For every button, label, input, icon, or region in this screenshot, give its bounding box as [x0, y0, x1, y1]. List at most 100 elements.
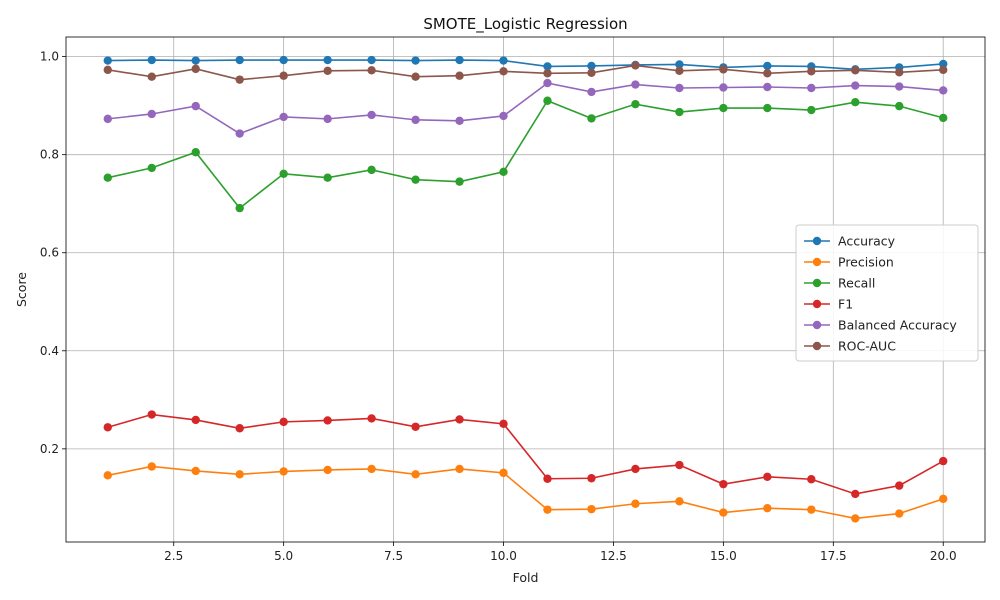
- data-point-balanced-accuracy: [895, 82, 904, 91]
- data-point-f1: [279, 417, 288, 427]
- data-point-f1: [631, 464, 640, 474]
- x-tick-label: 2.5: [164, 549, 183, 563]
- data-point-precision: [807, 505, 816, 514]
- legend-label: F1: [838, 297, 853, 312]
- legend-label: Balanced Accuracy: [838, 318, 957, 333]
- data-point-roc-auc: [235, 75, 244, 84]
- data-point-f1: [235, 424, 244, 433]
- data-point-f1: [719, 479, 728, 489]
- series-line-f1: [107, 413, 944, 495]
- data-point-roc-auc: [455, 71, 464, 80]
- legend-marker: [812, 278, 822, 288]
- series-layer: [103, 55, 948, 523]
- data-point-roc-auc: [323, 66, 332, 76]
- data-point-recall: [543, 96, 552, 105]
- series-line-precision: [107, 465, 944, 520]
- legend-item: ROC-AUC: [804, 339, 896, 354]
- data-point-accuracy: [323, 55, 332, 65]
- data-point-roc-auc: [939, 65, 948, 75]
- data-point-roc-auc: [411, 72, 420, 81]
- series-line-roc-auc: [107, 64, 944, 81]
- data-point-recall: [631, 99, 640, 109]
- data-point-f1: [499, 419, 508, 429]
- data-point-balanced-accuracy: [631, 80, 640, 89]
- data-point-balanced-accuracy: [675, 83, 684, 93]
- data-point-f1: [851, 489, 860, 499]
- data-point-recall: [411, 175, 420, 184]
- data-point-accuracy: [939, 59, 948, 69]
- data-point-recall: [147, 163, 156, 173]
- data-point-f1: [367, 414, 376, 423]
- legend-label: Precision: [838, 255, 894, 270]
- data-point-recall: [499, 167, 508, 177]
- data-point-f1: [147, 410, 156, 419]
- data-point-balanced-accuracy: [719, 83, 728, 92]
- data-point-recall: [895, 101, 904, 111]
- data-point-balanced-accuracy: [851, 81, 860, 90]
- legend-item: Balanced Accuracy: [804, 318, 957, 333]
- data-point-precision: [191, 466, 200, 476]
- y-tick-label: 0.2: [40, 442, 59, 456]
- data-point-f1: [455, 415, 464, 424]
- data-point-recall: [587, 114, 596, 123]
- data-point-precision: [719, 508, 728, 517]
- legend-box: [795, 224, 979, 362]
- data-point-recall: [103, 173, 112, 182]
- data-point-roc-auc: [147, 72, 156, 81]
- x-tick-label: 5.0: [274, 549, 293, 563]
- data-point-f1: [191, 415, 200, 425]
- data-point-recall: [675, 107, 684, 117]
- data-point-f1: [807, 475, 816, 484]
- x-tick-label: 15.0: [710, 549, 737, 563]
- data-point-f1: [543, 474, 552, 483]
- data-point-accuracy: [587, 61, 596, 71]
- x-axis-label: Fold: [513, 570, 539, 585]
- data-point-precision: [235, 470, 244, 479]
- data-point-recall: [851, 98, 860, 107]
- series-balanced-accuracy: [103, 78, 948, 138]
- legend-marker: [812, 236, 822, 246]
- data-point-accuracy: [763, 61, 772, 71]
- y-tick-label: 0.8: [40, 148, 59, 162]
- data-point-recall: [719, 103, 728, 113]
- legend-item: F1: [804, 297, 853, 312]
- data-point-recall: [763, 103, 772, 113]
- data-point-accuracy: [235, 55, 244, 65]
- data-point-balanced-accuracy: [323, 114, 332, 124]
- data-point-roc-auc: [631, 61, 640, 70]
- data-point-balanced-accuracy: [103, 114, 112, 124]
- series-precision: [103, 462, 948, 523]
- data-point-accuracy: [279, 55, 288, 65]
- data-point-accuracy: [103, 56, 112, 65]
- data-point-accuracy: [675, 60, 684, 69]
- data-point-roc-auc: [895, 68, 904, 77]
- axes: 2.5 5.0 7.5 10.0 12.5 15.0 17.5 20.0 0.2 0.4 0.6 0.…: [40, 36, 986, 563]
- data-point-f1: [411, 422, 420, 431]
- data-point-balanced-accuracy: [411, 115, 420, 125]
- data-point-balanced-accuracy: [543, 78, 552, 88]
- data-point-roc-auc: [763, 69, 772, 78]
- data-point-balanced-accuracy: [235, 129, 244, 138]
- data-point-precision: [411, 470, 420, 479]
- data-point-accuracy: [411, 56, 420, 65]
- legend-item: Recall: [804, 276, 875, 291]
- data-point-balanced-accuracy: [455, 116, 464, 126]
- series-roc-auc: [103, 61, 948, 84]
- legend-marker: [812, 299, 822, 309]
- series-line-accuracy: [107, 59, 944, 71]
- data-point-precision: [103, 471, 112, 480]
- data-point-recall: [455, 177, 464, 186]
- legend-label: ROC-AUC: [838, 339, 896, 354]
- data-point-f1: [763, 472, 772, 481]
- legend-marker: [812, 257, 822, 267]
- plot-frame: [65, 36, 986, 543]
- data-point-accuracy: [147, 55, 156, 65]
- data-point-roc-auc: [367, 66, 376, 75]
- data-point-recall: [367, 165, 376, 175]
- data-point-precision: [147, 462, 156, 471]
- data-point-accuracy: [543, 62, 552, 71]
- data-point-balanced-accuracy: [763, 82, 772, 92]
- data-point-f1: [587, 474, 596, 483]
- data-point-balanced-accuracy: [499, 111, 508, 121]
- data-point-roc-auc: [191, 64, 200, 74]
